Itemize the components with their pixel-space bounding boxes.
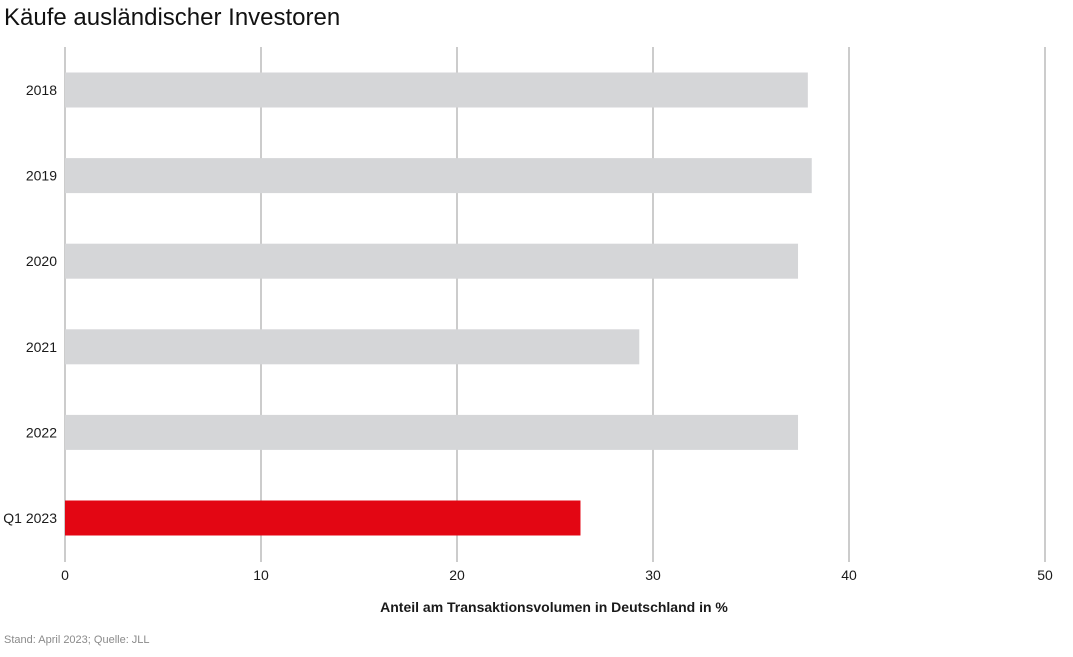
category-label: 2018: [26, 82, 57, 98]
source-note: Stand: April 2023; Quelle: JLL: [4, 634, 150, 646]
bar-2019: [65, 158, 812, 194]
x-tick-label: 30: [645, 567, 661, 583]
bar-2020: [65, 243, 799, 279]
category-label: 2021: [26, 339, 57, 355]
chart-title: Käufe ausländischer Investoren: [4, 4, 341, 31]
x-axis-label: Anteil am Transaktionsvolumen in Deutsch…: [380, 599, 728, 615]
x-tick-labels: 0 10 20 30 40 50: [61, 567, 1053, 583]
x-tick-label: 0: [61, 567, 69, 583]
bar-2022: [65, 414, 799, 450]
bar-2018: [65, 72, 808, 108]
x-tick-label: 10: [253, 567, 269, 583]
category-label: 2020: [26, 253, 57, 269]
category-labels: 2018 2019 2020 2021 2022 Q1 2023: [3, 82, 57, 526]
bars: [65, 72, 812, 536]
category-label: Q1 2023: [3, 510, 57, 526]
x-tick-label: 40: [841, 567, 857, 583]
grid-lines: [64, 47, 1046, 562]
category-label: 2022: [26, 424, 57, 440]
bar-q1-2023: [65, 500, 581, 536]
x-tick-label: 20: [449, 567, 465, 583]
category-label: 2019: [26, 168, 57, 184]
x-tick-label: 50: [1037, 567, 1053, 583]
bar-2021: [65, 329, 640, 365]
